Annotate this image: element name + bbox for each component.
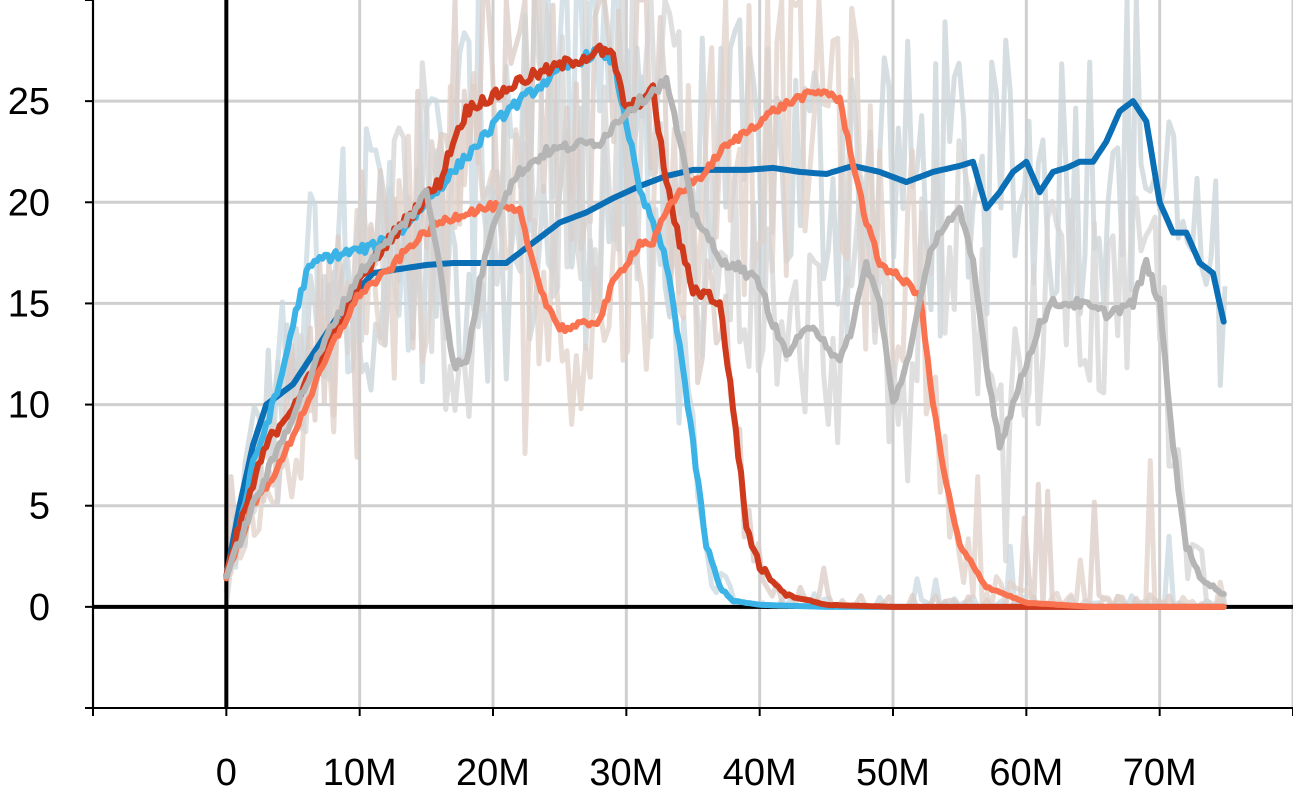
- series-line-4: [223, 74, 1227, 597]
- x-tick-label: 20M: [456, 752, 530, 787]
- x-tick-label: 60M: [989, 752, 1063, 787]
- x-tick-label: 50M: [856, 752, 930, 787]
- y-tick-label: 5: [29, 486, 50, 528]
- y-tick-label: 15: [8, 283, 50, 325]
- x-tick-label: 70M: [1123, 752, 1197, 787]
- y-tick-label: 0: [29, 587, 50, 629]
- tick-labels: 0 10M 20M 30M 40M 50M 60M 70M 0 5 10 15 20 25: [8, 81, 1197, 787]
- x-tick-label: 0: [216, 752, 237, 787]
- y-tick-label: 25: [8, 81, 50, 123]
- raw-band-4: [223, 0, 1228, 610]
- raw-band-3: [224, 0, 1228, 610]
- y-tick-label: 20: [8, 182, 50, 224]
- series-line-3: [223, 88, 1227, 610]
- y-tick-label: 10: [8, 385, 50, 427]
- x-tick-label: 40M: [723, 752, 797, 787]
- x-tick-label: 10M: [323, 752, 397, 787]
- x-tick-label: 30M: [589, 752, 663, 787]
- smoothed-series: [223, 42, 1227, 610]
